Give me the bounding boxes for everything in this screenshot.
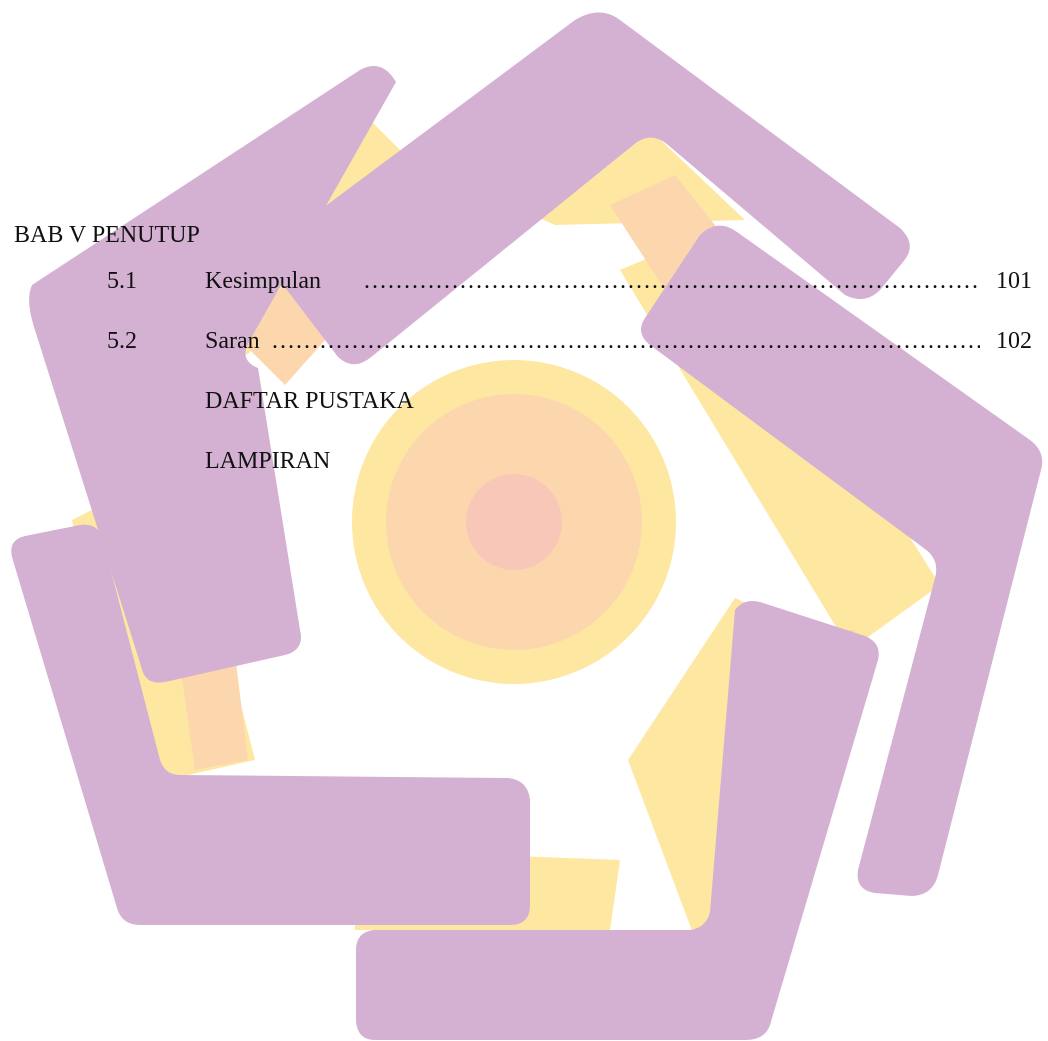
toc-page-number: 102 (996, 328, 1032, 354)
toc-entry-title: Kesimpulan (205, 268, 321, 294)
toc-leader-dots: ………………………………………………………………………………………………………… (363, 268, 980, 294)
watermark-center-circle (352, 360, 676, 684)
chapter-heading: BAB V PENUTUP (14, 222, 200, 248)
toc-entry-title: DAFTAR PUSTAKA (205, 388, 414, 414)
toc-entry-title: Saran (205, 328, 260, 354)
toc-page-number: 101 (996, 268, 1032, 294)
toc-leader-dots: ………………………………………………………………………………………………………… (271, 328, 980, 354)
watermark-purple-arms (11, 12, 1043, 1040)
toc-entry-number: 5.2 (107, 328, 137, 354)
toc-entry-title: LAMPIRAN (205, 448, 331, 474)
toc-entry-number: 5.1 (107, 268, 137, 294)
